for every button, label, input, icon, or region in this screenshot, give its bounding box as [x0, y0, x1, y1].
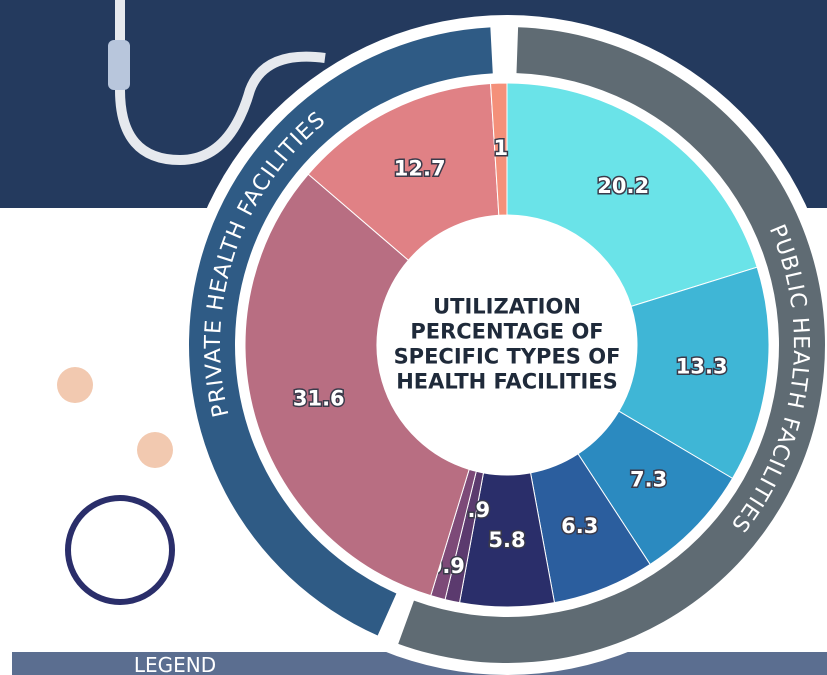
data-label: 5.8: [488, 528, 525, 552]
data-label: 1: [494, 136, 509, 160]
data-label: 13.3: [676, 355, 728, 379]
data-label: 7.3: [630, 468, 667, 492]
center-title-line: PERCENTAGE OF: [410, 320, 603, 344]
private-ring: [189, 27, 493, 636]
legend-band: [12, 652, 827, 675]
center-hole: [377, 215, 637, 475]
center-title-line: UTILIZATION: [433, 295, 581, 319]
data-label: 20.2: [597, 174, 649, 198]
data-label: 12.7: [394, 157, 446, 181]
data-label: 31.6: [293, 387, 345, 411]
patient-head: [137, 432, 173, 468]
legend-title: LEGEND: [134, 653, 216, 675]
data-label: 6.3: [561, 514, 598, 538]
iv-drip: [108, 40, 130, 90]
nurse-head: [57, 367, 93, 403]
center-title: UTILIZATION PERCENTAGE OF SPECIFIC TYPES O…: [394, 295, 621, 394]
center-title-line: SPECIFIC TYPES OF: [394, 345, 621, 369]
center-title-line: HEALTH FACILITIES: [396, 370, 618, 394]
wheelchair-wheel: [65, 495, 175, 605]
iv-tube: [115, 0, 326, 166]
